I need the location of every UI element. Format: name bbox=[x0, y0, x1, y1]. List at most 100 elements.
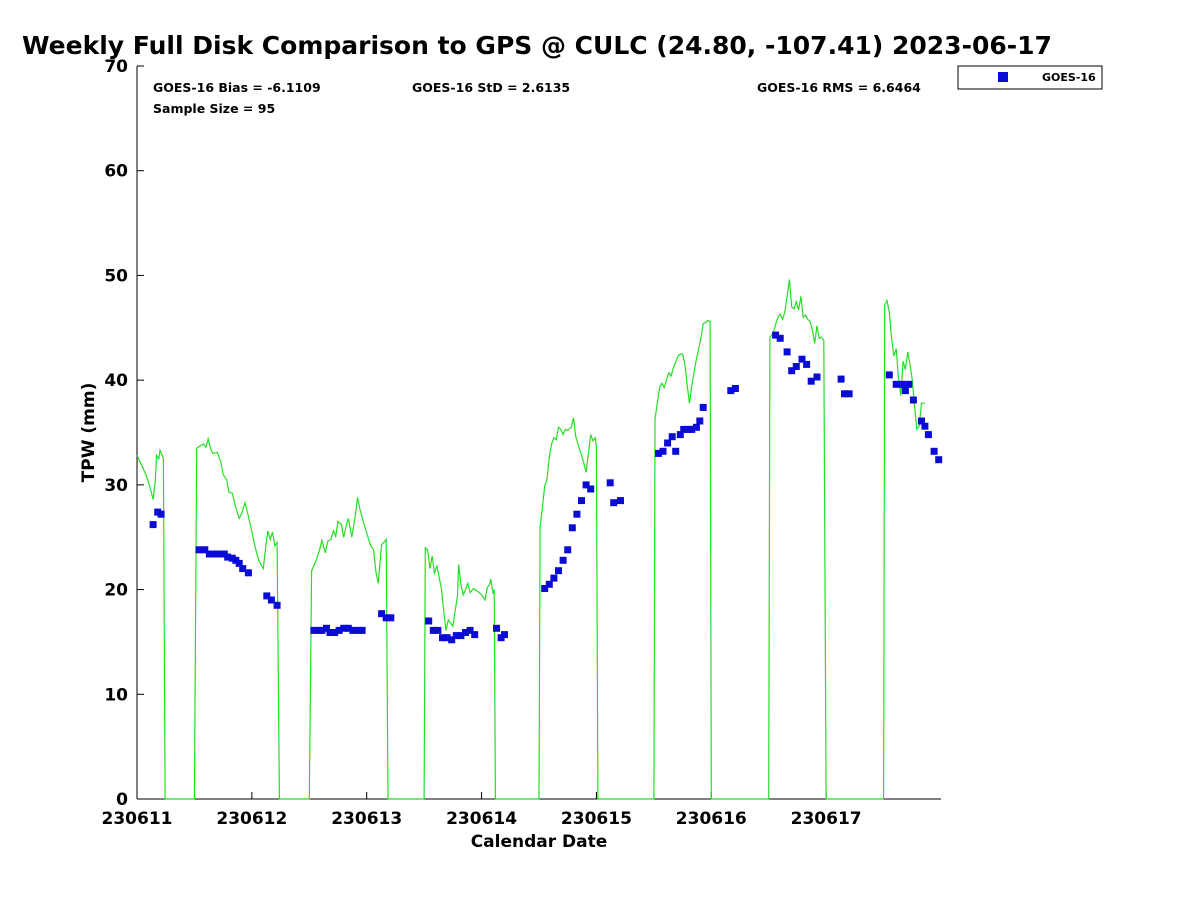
goes16-point bbox=[429, 626, 437, 634]
goes16-point bbox=[195, 546, 203, 554]
goes16-point bbox=[382, 614, 390, 622]
goes16-point bbox=[149, 521, 157, 529]
goes16-point bbox=[439, 634, 446, 642]
y-tick-label: 50 bbox=[104, 266, 128, 286]
goes16-point bbox=[655, 449, 662, 457]
goes16-point bbox=[310, 626, 318, 634]
x-axis-label: Calendar Date bbox=[471, 832, 608, 852]
x-tick-label: 230613 bbox=[331, 809, 402, 829]
goes16-point bbox=[541, 585, 549, 592]
y-tick-labels: 0 10 20 30 40 50 60 70 bbox=[104, 57, 128, 810]
y-tick-label: 30 bbox=[104, 476, 128, 496]
goes16-point bbox=[892, 380, 900, 388]
goes16-point bbox=[448, 636, 456, 644]
goes16-point bbox=[205, 550, 213, 558]
goes16-point bbox=[466, 626, 474, 634]
y-axis-label: TPW (mm) bbox=[79, 383, 99, 483]
goes16-point bbox=[573, 510, 581, 518]
goes16-point bbox=[344, 624, 352, 632]
goes16-point bbox=[921, 422, 929, 430]
y-tick-label: 60 bbox=[104, 162, 128, 182]
goes16-point bbox=[898, 380, 906, 388]
goes16-point bbox=[918, 417, 925, 425]
goes16-point bbox=[885, 371, 893, 379]
goes16-point bbox=[387, 614, 395, 622]
goes16-point bbox=[443, 634, 451, 642]
goes16-point bbox=[349, 626, 357, 634]
goes16-point bbox=[909, 396, 917, 404]
x-tick-label: 230614 bbox=[446, 809, 517, 829]
y-tick-label: 0 bbox=[116, 790, 128, 810]
goes16-point bbox=[905, 380, 913, 388]
goes16-point bbox=[837, 375, 845, 383]
goes16-point bbox=[564, 546, 572, 554]
goes16-point bbox=[578, 497, 585, 505]
x-tick-labels: 230611 230612 230613 230614 230615 230616 2306… bbox=[102, 809, 862, 829]
goes16-point bbox=[378, 610, 386, 618]
goes16-point bbox=[273, 601, 281, 609]
goes16-point bbox=[672, 447, 680, 455]
gps-series-line bbox=[136, 279, 925, 800]
legend-box bbox=[957, 65, 1103, 90]
legend-marker-goes16 bbox=[998, 72, 1008, 82]
goes16-series-markers bbox=[149, 331, 943, 644]
legend-label-goes16: GOES-16 bbox=[1042, 71, 1096, 84]
goes16-point bbox=[434, 626, 442, 634]
goes16-point bbox=[610, 499, 618, 507]
x-tick-label: 230616 bbox=[676, 809, 747, 829]
goes16-point bbox=[471, 631, 479, 639]
goes16-point bbox=[659, 447, 667, 455]
goes16-point bbox=[493, 624, 500, 632]
goes16-point bbox=[358, 626, 366, 634]
gps-line-path bbox=[136, 279, 925, 800]
goes16-point bbox=[326, 629, 334, 636]
x-tick-label: 230611 bbox=[102, 809, 173, 829]
goes16-point bbox=[425, 617, 433, 625]
x-tick-label: 230615 bbox=[561, 809, 632, 829]
goes16-point bbox=[568, 524, 576, 532]
goes16-point bbox=[901, 387, 909, 395]
x-tick-label: 230612 bbox=[216, 809, 287, 829]
goes16-point bbox=[216, 550, 224, 558]
goes16-point bbox=[731, 385, 739, 392]
goes16-point bbox=[841, 390, 848, 398]
goes16-point bbox=[340, 624, 348, 632]
goes16-point bbox=[935, 456, 943, 464]
goes16-point bbox=[668, 433, 676, 441]
goes16-point bbox=[235, 559, 243, 567]
goes16-point bbox=[501, 631, 508, 639]
legend: GOES-16 bbox=[957, 65, 1103, 90]
goes16-point bbox=[244, 569, 252, 577]
goes16-point bbox=[211, 550, 219, 558]
goes16-point bbox=[545, 580, 553, 588]
goes16-point bbox=[267, 596, 275, 604]
rms-annotation: GOES-16 RMS = 6.6464 bbox=[757, 80, 921, 95]
goes16-point bbox=[263, 592, 271, 600]
std-annotation: GOES-16 StD = 2.6135 bbox=[412, 80, 570, 95]
goes16-point bbox=[457, 632, 465, 640]
goes16-point bbox=[462, 629, 469, 636]
goes16-point bbox=[617, 497, 624, 505]
y-tick-label: 70 bbox=[104, 57, 128, 77]
goes16-point bbox=[239, 565, 247, 573]
goes16-point bbox=[776, 334, 784, 342]
y-tick-label: 40 bbox=[104, 371, 128, 391]
y-tick-label: 10 bbox=[104, 685, 128, 705]
goes16-point bbox=[559, 556, 567, 564]
goes16-point bbox=[727, 387, 735, 395]
goes16-point bbox=[664, 439, 672, 447]
goes16-point bbox=[772, 331, 780, 339]
goes16-point bbox=[813, 373, 821, 381]
goes16-point bbox=[783, 348, 791, 356]
goes16-point bbox=[587, 485, 595, 493]
tick-marks bbox=[136, 65, 827, 800]
goes16-point bbox=[224, 553, 232, 561]
goes16-point bbox=[807, 377, 815, 385]
goes16-point bbox=[792, 363, 800, 370]
goes16-point bbox=[699, 403, 707, 411]
bias-annotation: GOES-16 Bias = -6.1109 bbox=[153, 80, 321, 95]
goes16-point bbox=[788, 367, 796, 375]
x-tick-label: 230617 bbox=[791, 809, 862, 829]
goes16-point bbox=[582, 481, 590, 489]
